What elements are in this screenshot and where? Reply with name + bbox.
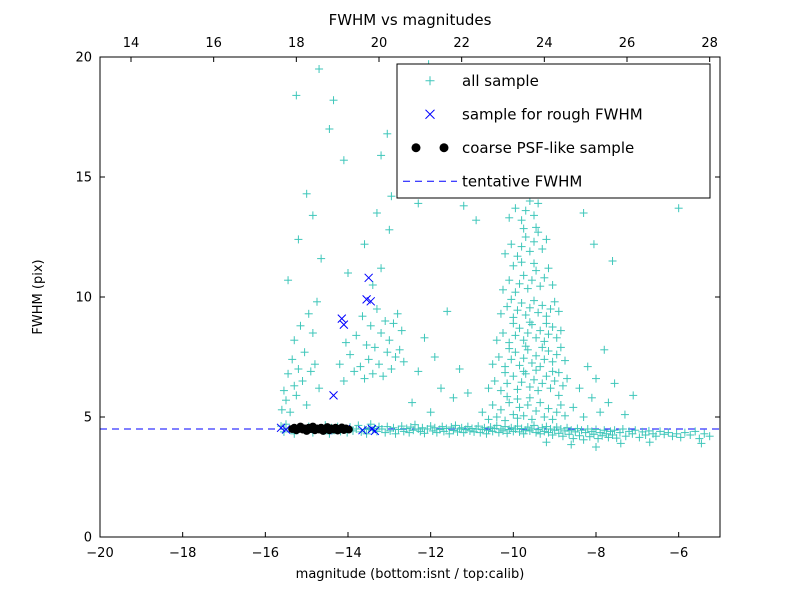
x-top-tick-label: 22 [453, 36, 470, 51]
x-axis-label: magnitude (bottom:isnt / top:calib) [296, 567, 525, 582]
y-tick-label: 15 [75, 171, 92, 186]
legend-marker-coarse-psf-like-sample [411, 143, 449, 153]
x-top-tick-label: 24 [536, 36, 553, 51]
legend-marker-all-sample [425, 76, 435, 86]
y-tick-label: 0 [84, 531, 92, 546]
legend-label-tentative-fwhm: tentative FWHM [462, 172, 582, 190]
x-top-tick-label: 28 [701, 36, 718, 51]
x-bottom-tick-label: −8 [586, 546, 605, 561]
x-bottom-tick-label: −16 [252, 546, 279, 561]
axes-ticks: −20 −18 −16 −14 −12 −10 −8 −6 14 16 18 20 22 24 26 28 0 5… [75, 36, 720, 561]
y-tick-label: 20 [75, 51, 92, 66]
y-tick-label: 5 [84, 411, 92, 426]
y-tick-label: 10 [75, 291, 92, 306]
x-bottom-tick-label: −6 [669, 546, 688, 561]
x-top-tick-label: 26 [619, 36, 636, 51]
x-bottom-tick-label: −20 [86, 546, 113, 561]
legend-label-sample-for-rough-fwhm: sample for rough FWHM [462, 105, 643, 123]
x-bottom-tick-label: −12 [417, 546, 444, 561]
x-top-tick-label: 14 [123, 36, 140, 51]
legend: all sample sample for rough FWHM coarse PS… [396, 63, 711, 199]
series-coarse-psf-like-sample [288, 422, 353, 435]
x-bottom-tick-label: −14 [334, 546, 361, 561]
legend-marker-sample-for-rough-fwhm [425, 109, 435, 120]
x-top-tick-label: 20 [371, 36, 388, 51]
x-bottom-tick-label: −10 [500, 546, 527, 561]
x-top-tick-label: 18 [288, 36, 305, 51]
legend-label-coarse-psf-like-sample: coarse PSF-like sample [462, 139, 634, 157]
x-bottom-tick-label: −18 [169, 546, 196, 561]
chart-title: FWHM vs magnitudes [329, 11, 492, 29]
legend-label-all-sample: all sample [462, 72, 539, 90]
legend-box [396, 63, 711, 199]
y-axis-label: FWHM (pix) [31, 259, 46, 334]
x-top-tick-label: 16 [205, 36, 222, 51]
series-sample-for-rough-fwhm [276, 273, 380, 436]
